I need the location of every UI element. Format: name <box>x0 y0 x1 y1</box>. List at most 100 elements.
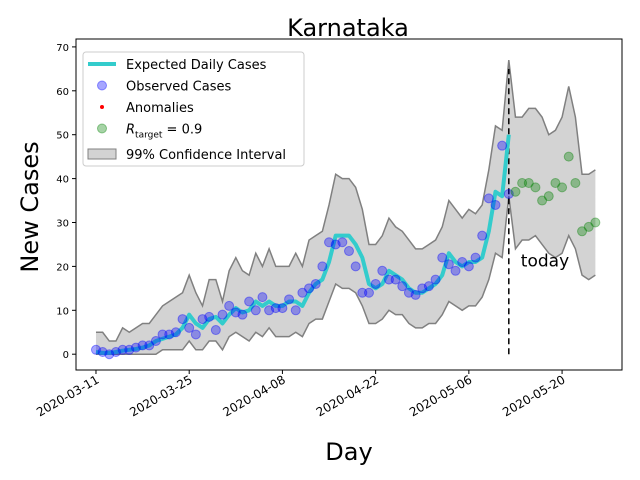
x-axis-label: Day <box>325 438 372 466</box>
data-point <box>177 314 188 325</box>
data-point <box>550 177 561 188</box>
data-point <box>224 300 235 311</box>
data-point <box>410 289 421 300</box>
legend-box <box>82 51 305 167</box>
data-point <box>563 151 574 162</box>
legend-label: Observed Cases <box>126 80 231 95</box>
data-point <box>277 303 288 314</box>
data-point <box>184 322 195 333</box>
y-tick-label: 60 <box>56 87 69 98</box>
data-point <box>417 283 428 294</box>
data-point <box>530 182 541 193</box>
data-point <box>90 344 101 355</box>
data-point <box>503 188 514 199</box>
data-point <box>264 305 275 316</box>
data-point <box>337 237 348 248</box>
legend-label: Anomalies <box>126 101 194 116</box>
plot-frame <box>75 38 623 371</box>
legend-key <box>97 123 107 134</box>
data-point <box>457 257 468 268</box>
band-edge <box>95 59 596 342</box>
x-tick-label: 2020-04-08 <box>221 372 288 419</box>
y-tick-label: 50 <box>56 131 69 142</box>
data-point <box>403 287 414 298</box>
y-tick-label: 30 <box>56 218 69 229</box>
data-point <box>204 311 215 322</box>
data-point <box>537 195 548 206</box>
data-point <box>257 292 268 303</box>
data-point <box>490 199 501 210</box>
data-point <box>570 177 581 188</box>
data-point <box>97 347 108 358</box>
data-point <box>117 344 128 355</box>
data-point <box>157 329 168 340</box>
data-point <box>144 340 155 351</box>
data-point <box>463 261 474 272</box>
data-point <box>350 261 361 272</box>
data-point <box>357 287 368 298</box>
data-point <box>210 325 221 336</box>
data-point <box>330 239 341 250</box>
data-point <box>423 281 434 292</box>
x-tick-label: 2020-03-25 <box>127 372 194 419</box>
data-point <box>284 294 295 305</box>
data-point <box>397 281 408 292</box>
legend-key <box>100 105 104 109</box>
chart-title: Karnataka <box>287 14 409 42</box>
data-point <box>297 287 308 298</box>
data-point <box>244 296 255 307</box>
data-point <box>304 283 315 294</box>
data-point <box>164 329 175 340</box>
y-tick-label: 40 <box>56 175 69 186</box>
data-point <box>377 265 388 276</box>
data-point <box>390 274 401 285</box>
y-tick-label: 20 <box>56 262 69 273</box>
legend-key <box>87 148 117 160</box>
y-tick-label: 10 <box>56 306 69 317</box>
x-tick-label: 2020-03-11 <box>34 372 101 419</box>
data-point <box>437 252 448 263</box>
legend-label-rest: = 0.9 <box>162 123 202 138</box>
data-point <box>577 226 588 237</box>
data-point <box>383 274 394 285</box>
data-point <box>510 186 521 197</box>
x-tick-label: 2020-04-22 <box>314 372 381 419</box>
data-point <box>470 252 481 263</box>
data-point <box>290 305 301 316</box>
data-point <box>430 274 441 285</box>
data-point <box>110 347 121 358</box>
x-tick-label: 2020-05-20 <box>500 372 567 419</box>
legend-label-sub: target <box>135 131 163 141</box>
legend-label: 99% Confidence Interval <box>126 148 286 163</box>
legend-label: Expected Daily Cases <box>126 58 267 73</box>
data-point <box>517 177 528 188</box>
data-point <box>104 349 115 360</box>
data-point <box>344 246 354 257</box>
data-point <box>450 265 461 276</box>
confidence-band <box>95 60 596 355</box>
data-point <box>583 221 594 232</box>
data-point <box>523 177 534 188</box>
data-point <box>150 336 161 347</box>
data-point <box>170 327 181 338</box>
data-point <box>137 340 148 351</box>
data-point <box>557 182 568 193</box>
expected-line <box>95 134 511 355</box>
data-point <box>190 329 201 340</box>
y-tick-label: 0 <box>63 350 69 361</box>
x-tick-label: 2020-05-06 <box>407 372 474 419</box>
data-point <box>590 217 601 228</box>
data-point <box>324 237 335 248</box>
today-label: today <box>521 252 569 272</box>
data-point <box>483 193 494 204</box>
data-point <box>124 344 135 355</box>
data-point <box>317 261 328 272</box>
y-tick-label: 70 <box>56 43 69 54</box>
data-point <box>363 287 374 298</box>
data-point <box>230 307 241 318</box>
data-point <box>310 278 321 289</box>
data-point <box>250 305 261 316</box>
data-point <box>217 309 228 320</box>
legend-label-main: R <box>126 123 135 138</box>
